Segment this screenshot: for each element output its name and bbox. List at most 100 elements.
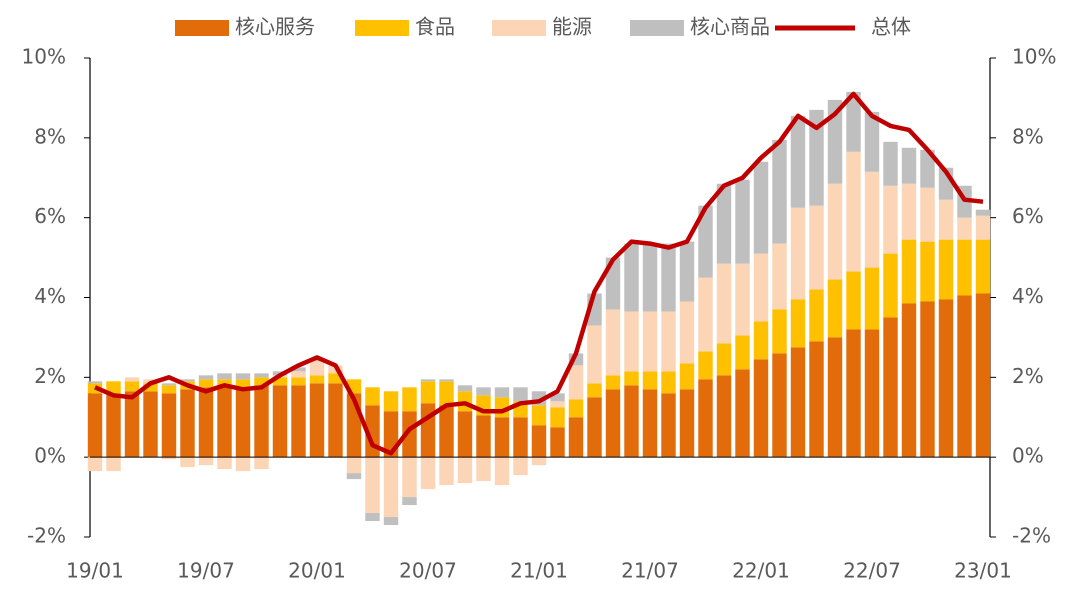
bar-segment bbox=[753, 161, 769, 254]
bar-segment bbox=[846, 271, 861, 330]
bar-segment bbox=[587, 397, 602, 458]
y2-tick-label: -2% bbox=[1012, 524, 1051, 548]
bar-segment bbox=[550, 427, 565, 458]
bar-segment bbox=[550, 393, 565, 402]
bar-segment bbox=[901, 147, 917, 184]
y2-tick-label: 0% bbox=[1012, 444, 1044, 468]
bar-segment bbox=[383, 391, 399, 412]
bar-segment bbox=[920, 149, 935, 188]
bar-segment bbox=[587, 325, 602, 384]
bar-segment bbox=[716, 183, 732, 264]
bar-segment bbox=[439, 381, 454, 406]
bar-segment bbox=[901, 303, 917, 458]
legend-label: 能源 bbox=[552, 15, 592, 39]
bar-segment bbox=[642, 371, 658, 390]
bar-segment bbox=[494, 417, 510, 458]
bar-segment bbox=[383, 457, 399, 518]
bar-segment bbox=[124, 391, 140, 458]
y2-tick-label: 8% bbox=[1012, 124, 1044, 148]
bar-segment bbox=[143, 391, 158, 458]
bar-segment bbox=[679, 241, 695, 302]
bar-segment bbox=[920, 301, 935, 458]
bar-segment bbox=[605, 375, 621, 390]
bar-segment bbox=[124, 377, 140, 382]
bar-segment bbox=[365, 405, 380, 458]
bar-segment bbox=[106, 381, 121, 394]
bar-segment bbox=[309, 383, 325, 458]
bar-segment bbox=[87, 457, 103, 472]
bar-segment bbox=[846, 151, 861, 272]
bar-segment bbox=[716, 343, 732, 376]
bar-segment bbox=[402, 457, 417, 498]
bar-segment bbox=[698, 205, 713, 278]
bar-segment bbox=[624, 371, 639, 386]
bar-segment bbox=[698, 277, 713, 352]
bar-segment bbox=[365, 513, 380, 522]
bar-segment bbox=[402, 497, 417, 506]
bar-segment bbox=[698, 351, 713, 380]
bar-segment bbox=[346, 473, 362, 480]
bar-segment bbox=[679, 389, 695, 458]
bar-segment bbox=[587, 383, 602, 398]
bar-segment bbox=[605, 389, 621, 458]
bar-segment bbox=[568, 417, 584, 458]
bar-segment bbox=[975, 215, 991, 240]
bar-segment bbox=[365, 387, 380, 406]
bar-segment bbox=[827, 337, 843, 458]
bar-segment bbox=[235, 379, 251, 388]
x-tick-label: 19/07 bbox=[177, 559, 235, 583]
bar-segment bbox=[661, 243, 676, 312]
bar-segment bbox=[513, 457, 528, 476]
bar-segment bbox=[291, 377, 306, 386]
bar-segment bbox=[291, 385, 306, 458]
bar-segment bbox=[846, 91, 861, 152]
bar-segment bbox=[87, 393, 103, 458]
bar-segment bbox=[402, 411, 417, 458]
bar-segment bbox=[346, 457, 362, 474]
bar-segment bbox=[217, 457, 232, 470]
bar-segment bbox=[180, 457, 195, 468]
bar-segment bbox=[143, 383, 158, 392]
bar-segment bbox=[790, 115, 806, 208]
bar-segment bbox=[809, 289, 824, 342]
bar-segment bbox=[402, 387, 417, 412]
bar-segment bbox=[642, 389, 658, 458]
bar-segment bbox=[457, 385, 473, 392]
bar-segment bbox=[291, 367, 306, 372]
bar-segment bbox=[550, 407, 565, 428]
bar-segment bbox=[679, 363, 695, 390]
bar-segment bbox=[938, 199, 954, 240]
bar-segment bbox=[864, 111, 880, 172]
legend-label: 食品 bbox=[415, 15, 455, 39]
bar-segment bbox=[439, 379, 454, 382]
bar-segment bbox=[328, 383, 343, 458]
bar-segment bbox=[476, 387, 491, 396]
y-tick-label: 8% bbox=[34, 124, 66, 148]
bar-segment bbox=[217, 373, 232, 380]
bar-segment bbox=[624, 385, 639, 458]
bar-segment bbox=[198, 375, 214, 380]
bar-segment bbox=[161, 393, 177, 458]
bar-segment bbox=[957, 239, 972, 296]
bar-segment bbox=[735, 179, 750, 264]
bar-segment bbox=[531, 405, 547, 426]
bar-segment bbox=[883, 253, 898, 318]
bar-segment bbox=[864, 329, 880, 458]
bar-segment bbox=[550, 401, 565, 408]
x-tick-label: 22/01 bbox=[732, 559, 790, 583]
bar-segment bbox=[864, 171, 880, 268]
bar-segment bbox=[476, 415, 491, 458]
bar-segment bbox=[790, 299, 806, 348]
legend-swatch bbox=[355, 20, 409, 36]
x-tick-label: 19/01 bbox=[66, 559, 124, 583]
legend-label: 总体 bbox=[871, 15, 911, 39]
bar-segment bbox=[624, 243, 639, 312]
bar-segment bbox=[568, 365, 584, 400]
bar-segment bbox=[531, 457, 547, 466]
bar-segment bbox=[180, 379, 195, 382]
bar-segment bbox=[920, 187, 935, 242]
bar-segment bbox=[439, 457, 454, 486]
bar-segment bbox=[716, 263, 732, 344]
bar-segment bbox=[642, 243, 658, 312]
bar-segment bbox=[106, 457, 121, 472]
